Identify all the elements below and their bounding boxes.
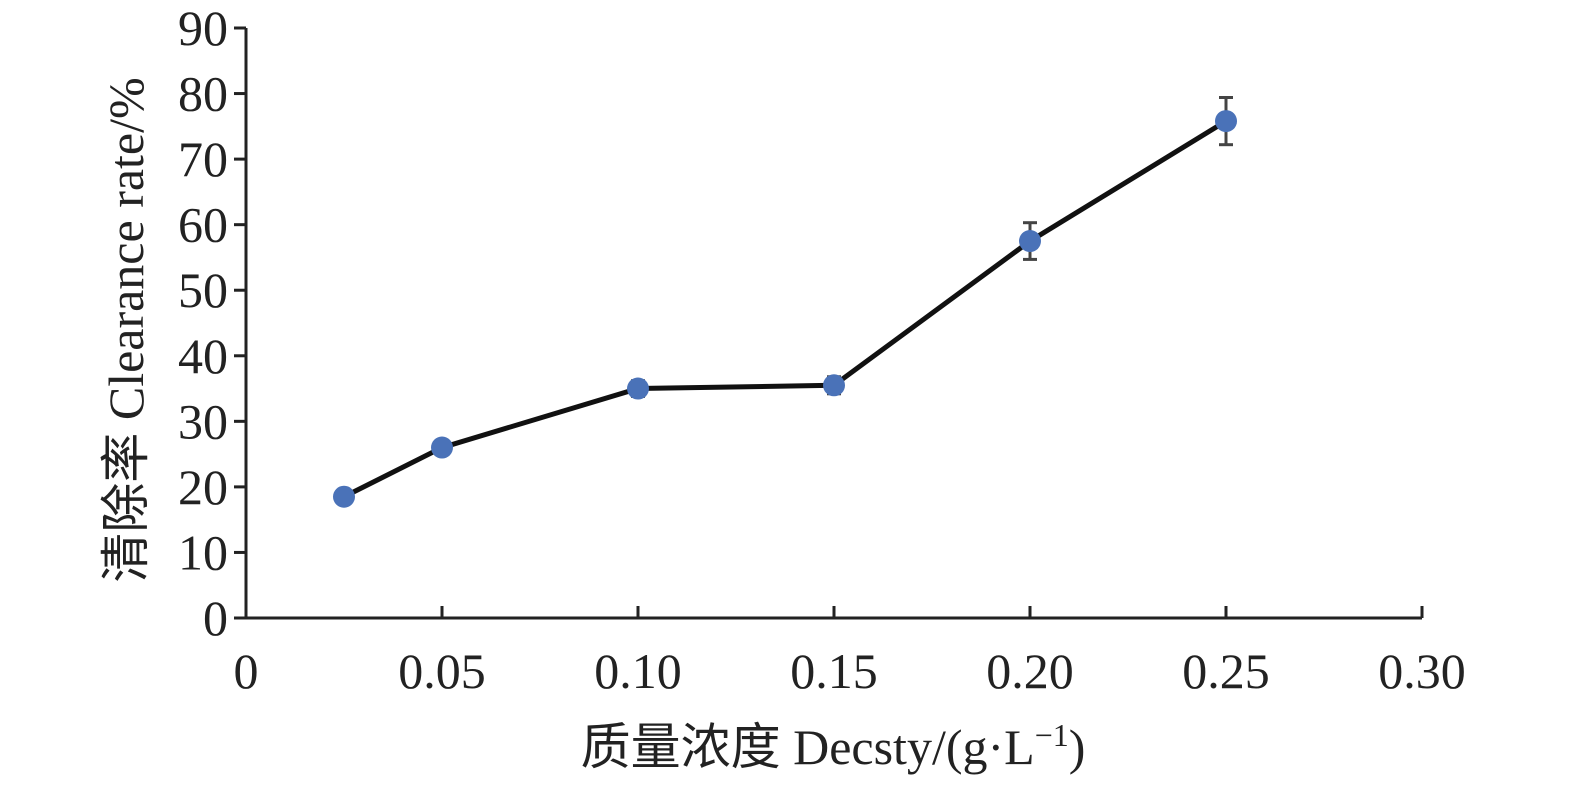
data-point xyxy=(627,377,649,400)
x-axis-title-superscript: −1 xyxy=(1035,717,1069,753)
x-axis-title: 质量浓度 Decsty/(g·L−1) xyxy=(581,717,1086,775)
data-point xyxy=(333,485,355,508)
data-point xyxy=(823,374,845,397)
y-tick-label: 90 xyxy=(178,0,228,56)
x-tick-label: 0.20 xyxy=(986,643,1074,699)
x-axis-title-suffix: ) xyxy=(1069,719,1086,775)
data-point xyxy=(431,436,453,459)
series-line xyxy=(342,118,1228,499)
y-tick-label: 20 xyxy=(178,459,228,515)
y-tick-label: 0 xyxy=(203,590,228,646)
x-tick-label: 0.10 xyxy=(594,643,682,699)
y-tick-label: 60 xyxy=(178,197,228,253)
y-tick-label: 50 xyxy=(178,262,228,318)
series xyxy=(333,95,1237,508)
data-point xyxy=(1215,110,1237,133)
y-tick-label: 70 xyxy=(178,131,228,187)
x-tick-label: 0 xyxy=(234,643,259,699)
y-tick-label: 40 xyxy=(178,328,228,384)
y-axis-title: 清除率 Clearance rate/% xyxy=(98,77,154,582)
x-tick-label: 0.15 xyxy=(790,643,878,699)
x-tick-label: 0.30 xyxy=(1378,643,1466,699)
y-tick-label: 80 xyxy=(178,66,228,122)
y-tick-label: 10 xyxy=(178,524,228,580)
axes xyxy=(244,28,1422,620)
data-point xyxy=(1019,230,1041,253)
x-tick-label: 0.25 xyxy=(1182,643,1270,699)
x-axis-title-main: 质量浓度 Decsty/(g·L xyxy=(581,719,1035,775)
ticks: 0 10 20 30 40 50 60 70 80 90 0 0.05 0.10 0.15 0.20 0.25… xyxy=(178,0,1466,699)
x-tick-label: 0.05 xyxy=(398,643,486,699)
y-tick-label: 30 xyxy=(178,393,228,449)
